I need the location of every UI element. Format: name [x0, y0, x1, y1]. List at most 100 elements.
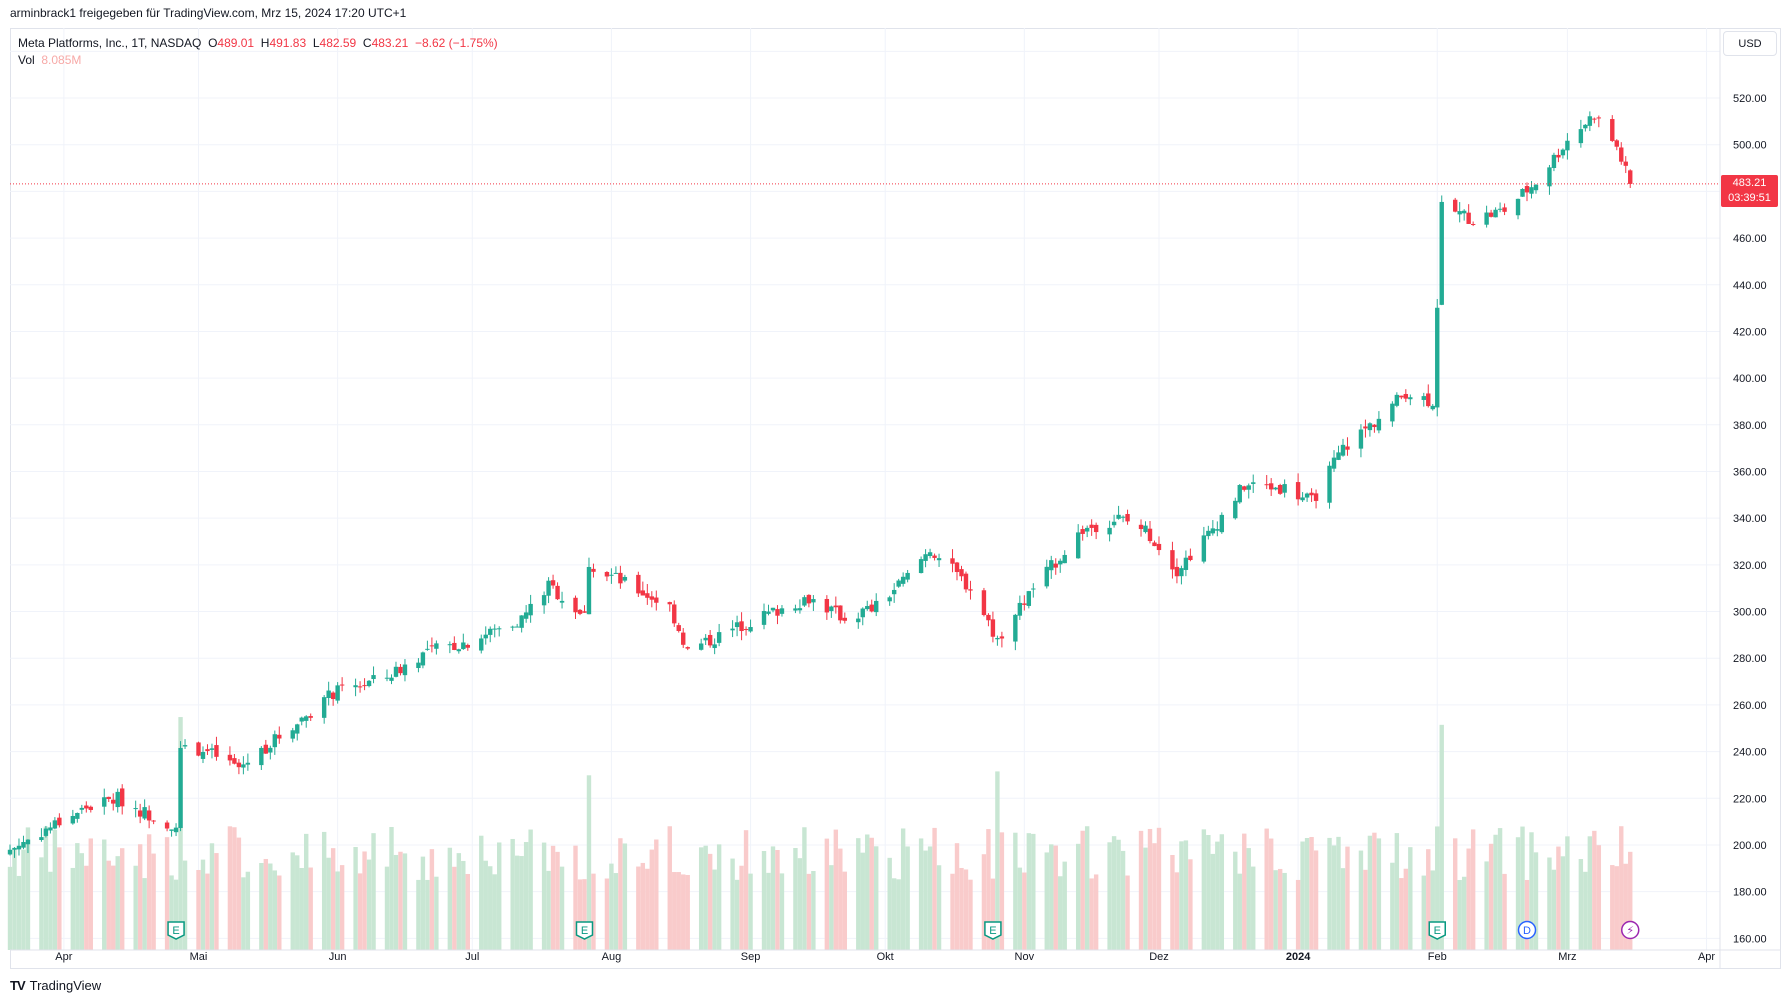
- volume-bar: [1170, 855, 1175, 950]
- x-tick-label: Dez: [1149, 951, 1169, 963]
- volume-bar: [330, 848, 336, 950]
- earnings-marker-label: E: [1434, 925, 1441, 937]
- volume-bar: [272, 870, 278, 950]
- symbol-title[interactable]: Meta Platforms, Inc., 1T, NASDAQ: [18, 36, 202, 50]
- currency-selector[interactable]: USD: [1723, 31, 1777, 56]
- x-tick-label: Jun: [329, 951, 347, 963]
- candle-body: [371, 675, 376, 680]
- volume-bar: [1628, 851, 1633, 950]
- candle-body: [775, 609, 780, 616]
- candle-body: [1156, 543, 1162, 551]
- candle-body: [52, 820, 58, 829]
- candle-body: [1461, 210, 1467, 214]
- candle-body: [277, 734, 282, 739]
- candle-body: [48, 827, 53, 831]
- dividend-marker[interactable]: D: [1517, 920, 1537, 940]
- bar-countdown: 03:39:51: [1728, 191, 1771, 204]
- candle-body: [1628, 170, 1633, 184]
- candle-body: [205, 749, 210, 752]
- y-tick-label: 340.00: [1733, 513, 1767, 525]
- candle-body: [295, 724, 300, 734]
- candle-body: [1183, 557, 1189, 570]
- volume-bar: [1466, 848, 1471, 950]
- volume-bar: [245, 871, 251, 950]
- volume-bar: [833, 829, 839, 950]
- candle-body: [1107, 527, 1112, 535]
- volume-bar: [896, 879, 901, 950]
- candle-body: [1268, 483, 1274, 490]
- candle-body: [1515, 198, 1521, 216]
- volume-bar: [829, 865, 834, 950]
- grid-layer: [10, 28, 1720, 950]
- y-tick-label: 380.00: [1733, 420, 1767, 432]
- volume-bar: [1547, 857, 1552, 950]
- volume-bar: [1206, 834, 1211, 950]
- earnings-marker-label: E: [581, 925, 588, 937]
- candle-body: [353, 685, 358, 688]
- candle-body: [761, 611, 767, 625]
- candle-body: [339, 684, 345, 686]
- candle-body: [483, 634, 488, 639]
- volume-bar: [259, 863, 264, 950]
- volume-label[interactable]: Vol: [18, 53, 35, 67]
- volume-bar: [1551, 869, 1557, 950]
- event-marker-label: ⚡: [1626, 924, 1634, 937]
- volume-bar: [1421, 875, 1426, 950]
- volume-bar: [1044, 852, 1049, 950]
- volume-bar: [1619, 826, 1624, 950]
- candle-body: [25, 839, 31, 845]
- volume-bar: [1331, 845, 1337, 950]
- volume-bar: [743, 830, 749, 950]
- volume-bar: [1179, 841, 1184, 950]
- candle-body: [766, 611, 771, 614]
- dividend-marker-label: D: [1523, 925, 1531, 937]
- candle-body: [1170, 550, 1175, 570]
- volume-bar: [277, 875, 282, 950]
- candle-body: [182, 745, 188, 747]
- earnings-marker[interactable]: E: [167, 921, 185, 940]
- volume-bar: [1309, 837, 1314, 950]
- chart-attribution: arminbrack1 freigegeben für TradingView.…: [10, 6, 407, 20]
- tradingview-logo[interactable]: TV TradingView: [10, 978, 101, 993]
- volume-bar: [39, 857, 44, 950]
- candle-body: [1358, 429, 1364, 449]
- earnings-marker[interactable]: E: [1428, 921, 1446, 940]
- volume-bar: [1394, 833, 1400, 950]
- x-tick-label: Feb: [1428, 951, 1447, 963]
- volume-bar: [654, 839, 659, 950]
- volume-bar: [838, 848, 843, 950]
- volume-bar: [402, 853, 408, 950]
- candle-body: [546, 580, 551, 596]
- volume-bar: [1502, 873, 1507, 950]
- event-marker[interactable]: ⚡: [1620, 920, 1640, 940]
- candle-body: [1596, 117, 1602, 119]
- volume-bar: [586, 775, 592, 950]
- earnings-marker[interactable]: E: [984, 921, 1002, 940]
- candle-body: [1111, 521, 1117, 526]
- volume-bar: [1488, 843, 1494, 950]
- candle-body: [824, 598, 830, 613]
- candle-body: [137, 810, 143, 817]
- chart-frame[interactable]: [10, 28, 1781, 969]
- candle-body: [838, 605, 843, 621]
- volume-bar: [1219, 834, 1225, 950]
- volume-bar: [968, 879, 973, 950]
- volume-bar: [21, 849, 26, 950]
- candle-body: [703, 637, 708, 641]
- candle-body: [519, 615, 524, 628]
- earnings-marker[interactable]: E: [575, 921, 594, 940]
- volume-bar: [1242, 833, 1247, 950]
- volume-bar: [923, 850, 928, 950]
- volume-bar: [546, 870, 551, 950]
- candle-body: [1210, 528, 1216, 534]
- candle-body: [492, 628, 497, 630]
- candle-body: [748, 627, 753, 632]
- candle-body: [1466, 212, 1471, 224]
- candle-body: [1300, 497, 1305, 501]
- candle-body: [716, 632, 722, 643]
- candle-body: [1201, 535, 1207, 562]
- candle-body: [447, 644, 453, 646]
- volume-bar: [434, 876, 439, 950]
- candle-body: [918, 559, 924, 574]
